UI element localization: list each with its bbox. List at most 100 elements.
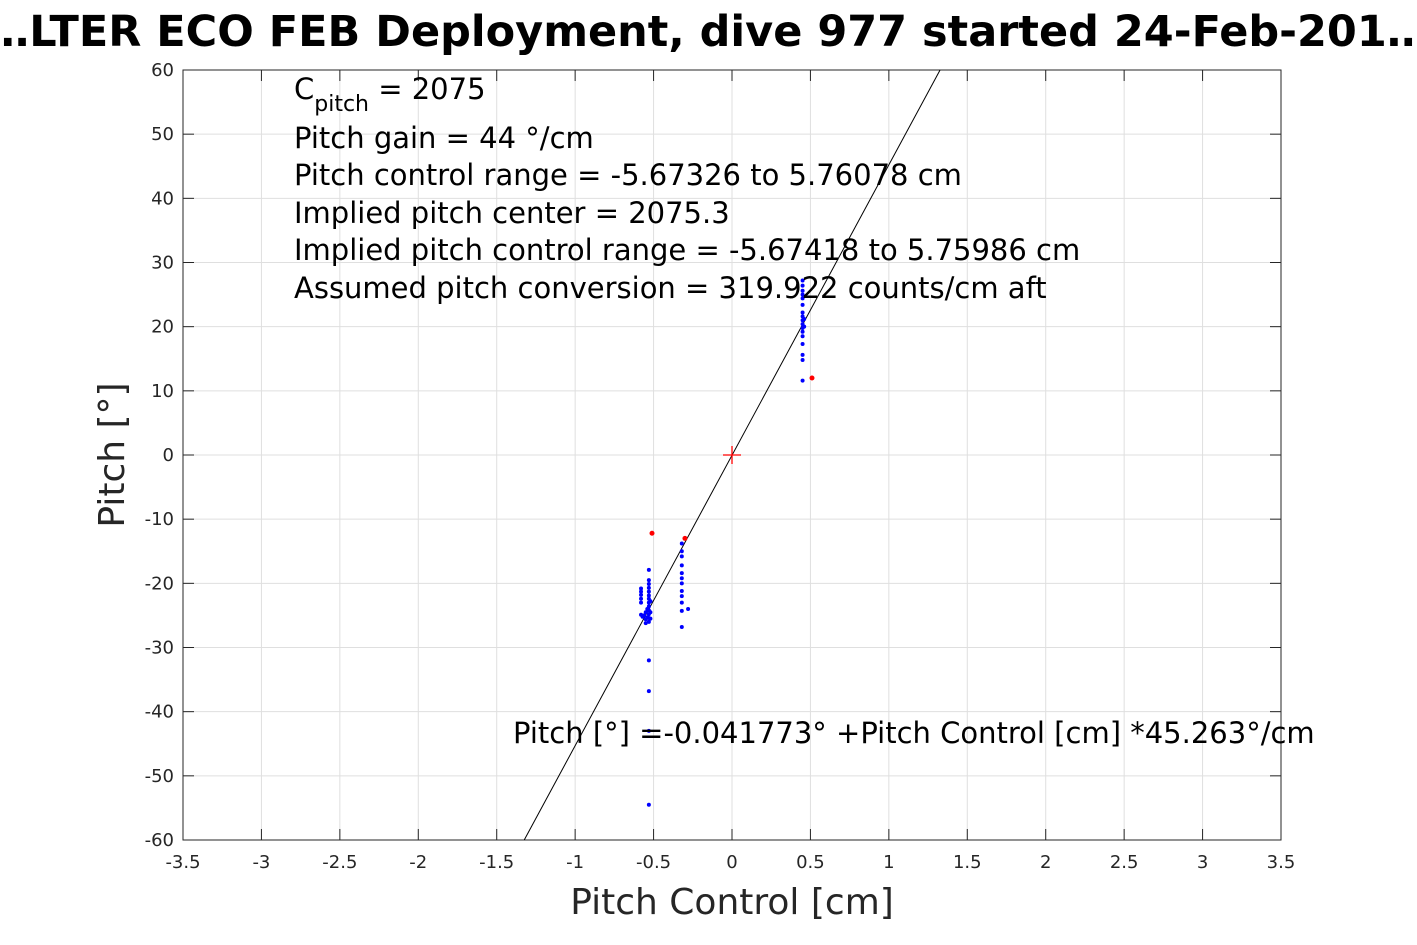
chart-title: …LTER ECO FEB Deployment, dive 977 start…: [0, 7, 1417, 57]
data-point: [800, 329, 805, 334]
data-point: [639, 596, 644, 601]
data-point: [646, 585, 651, 590]
data-point: [646, 567, 651, 572]
data-point: [639, 600, 644, 605]
outlier-point: [809, 375, 815, 381]
data-point: [679, 576, 684, 581]
y-tick-label: 20: [151, 317, 174, 338]
tick-labels: -3.5 -3 -2.5 -2 -1.5 -1 -0.5 0 0.5 1 1.5 2 2.5 3 3.5 60…: [145, 60, 1296, 873]
axis-ticks: [182, 69, 1282, 841]
implied-pitch-center-annotation: Implied pitch center = 2075.3: [294, 196, 730, 230]
data-point: [800, 352, 805, 357]
grid-lines: [182, 69, 1282, 841]
y-tick-label: -50: [145, 766, 174, 787]
data-point: [679, 571, 684, 576]
y-tick-label: 50: [151, 124, 174, 145]
pitch-control-range-annotation: Pitch control range = -5.67326 to 5.7607…: [294, 158, 962, 192]
cpitch-subscript: pitch: [314, 92, 369, 117]
y-tick-label: -60: [145, 830, 174, 851]
data-point: [646, 728, 651, 733]
data-point: [642, 613, 647, 618]
implied-pitch-range-annotation: Implied pitch control range = -5.67418 t…: [294, 233, 1080, 267]
data-point: [643, 610, 648, 615]
data-point: [802, 316, 807, 321]
outlier-point: [649, 530, 655, 536]
y-tick-label: -10: [145, 509, 174, 530]
data-point: [800, 288, 805, 293]
x-tick-label: -3: [252, 852, 270, 873]
data-point: [800, 310, 805, 315]
pitch-conversion-annotation: Assumed pitch conversion = 319.922 count…: [294, 271, 1047, 305]
data-point: [648, 599, 653, 604]
y-tick-label: -30: [145, 638, 174, 659]
y-tick-label: -40: [145, 702, 174, 723]
cpitch-annotation: Cpitch = 2075: [294, 72, 486, 117]
y-tick-label: -20: [145, 573, 174, 594]
x-tick-label: 1: [883, 852, 894, 873]
x-axis-label: Pitch Control [cm]: [570, 882, 894, 923]
data-point: [648, 610, 653, 615]
data-point: [800, 292, 805, 297]
data-point: [679, 589, 684, 594]
data-points: [639, 278, 815, 807]
data-point: [800, 378, 805, 383]
x-tick-label: -3.5: [165, 852, 200, 873]
y-tick-label: 30: [151, 253, 174, 274]
x-tick-label: 2: [1040, 852, 1051, 873]
data-point: [646, 581, 651, 586]
data-point: [646, 593, 651, 598]
data-point: [679, 549, 684, 554]
data-point: [800, 296, 805, 301]
y-tick-label: 40: [151, 188, 174, 209]
data-point: [646, 658, 651, 663]
cpitch-value: = 2075: [369, 72, 486, 106]
data-point: [639, 589, 644, 594]
data-point: [639, 586, 644, 591]
x-tick-label: 0: [726, 852, 737, 873]
data-point: [646, 604, 651, 609]
x-tick-label: -2.5: [322, 852, 357, 873]
data-point: [646, 619, 651, 624]
data-point: [646, 802, 651, 807]
data-point: [686, 607, 691, 611]
data-point: [679, 600, 684, 605]
outlier-point: [682, 535, 688, 541]
data-point: [646, 578, 651, 583]
data-point: [802, 324, 807, 329]
x-tick-label: 1.5: [953, 852, 982, 873]
x-tick-label: 0.5: [796, 852, 825, 873]
data-point: [679, 581, 684, 586]
data-point: [646, 589, 651, 594]
data-point: [800, 334, 805, 339]
data-point: [639, 592, 644, 597]
x-tick-label: -1: [566, 852, 584, 873]
data-point: [643, 621, 648, 626]
center-marker-group: [723, 446, 741, 464]
data-point: [679, 541, 684, 546]
data-point: [648, 616, 653, 621]
cpitch-main: C: [294, 72, 314, 106]
data-point: [800, 341, 805, 346]
data-point: [800, 358, 805, 363]
x-tick-label: -0.5: [636, 852, 671, 873]
data-point: [800, 278, 805, 283]
data-point: [679, 563, 684, 568]
data-point: [646, 689, 651, 694]
data-point: [679, 594, 684, 599]
y-tick-label: 0: [163, 445, 174, 466]
data-point: [679, 608, 684, 613]
x-tick-label: 3.5: [1267, 852, 1296, 873]
y-tick-label: 60: [151, 60, 174, 81]
x-tick-label: -1.5: [479, 852, 514, 873]
y-tick-label: 10: [151, 381, 174, 402]
data-point: [679, 624, 684, 629]
data-point: [679, 554, 684, 559]
y-axis-label: Pitch [°]: [92, 382, 133, 527]
fit-equation-annotation: Pitch [°] =-0.041773° +Pitch Control [cm…: [513, 716, 1315, 750]
pitch-gain-annotation: Pitch gain = 44 °/cm: [294, 121, 594, 155]
data-point: [800, 302, 805, 307]
x-tick-label: 3: [1197, 852, 1208, 873]
x-tick-label: -2: [409, 852, 427, 873]
x-tick-label: 2.5: [1110, 852, 1139, 873]
